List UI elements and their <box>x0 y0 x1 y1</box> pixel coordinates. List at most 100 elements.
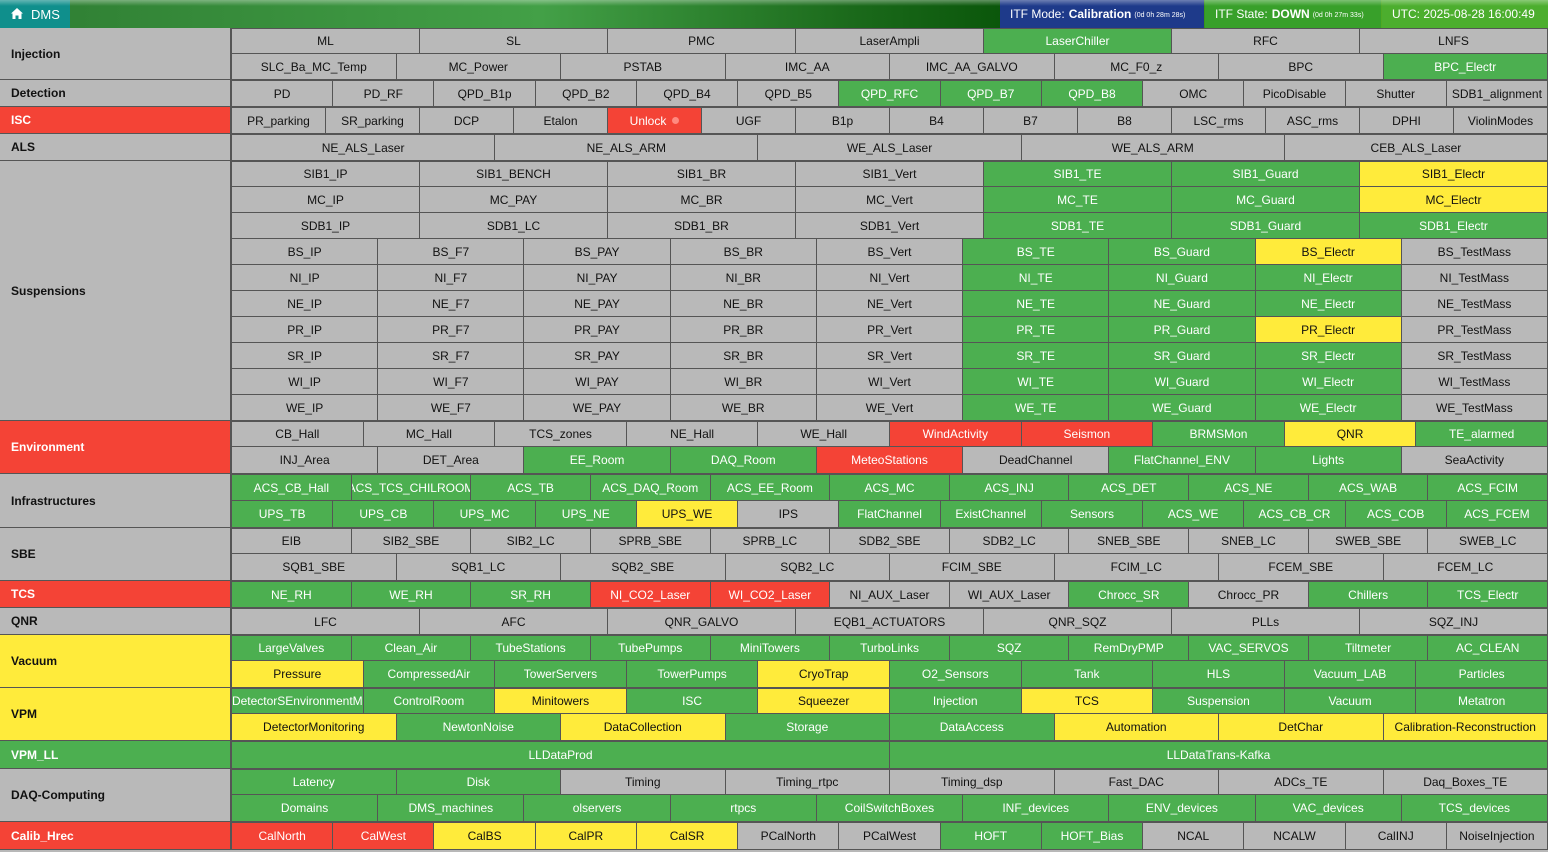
status-cell[interactable]: ML <box>231 28 420 54</box>
status-cell[interactable]: SQB2_SBE <box>561 554 726 581</box>
status-cell[interactable]: SIB2_SBE <box>351 528 472 554</box>
status-cell[interactable]: MC_TE <box>984 187 1172 213</box>
status-cell[interactable]: Sensors <box>1041 501 1144 528</box>
status-cell[interactable]: SIB1_BR <box>608 161 796 187</box>
status-cell[interactable]: NCAL <box>1143 822 1245 850</box>
status-cell[interactable]: MC_Vert <box>796 187 984 213</box>
status-cell[interactable]: ISC <box>626 688 759 714</box>
status-cell[interactable]: NI_BR <box>670 265 817 291</box>
status-cell[interactable]: LFC <box>231 608 420 635</box>
status-cell[interactable]: LLDataTrans-Kafka <box>890 741 1548 769</box>
status-cell[interactable]: B4 <box>890 107 984 134</box>
status-cell[interactable]: SR_parking <box>326 107 420 134</box>
status-cell[interactable]: Timing <box>561 769 726 795</box>
status-cell[interactable]: ACS_FCIM <box>1428 474 1548 501</box>
status-cell[interactable]: B1p <box>796 107 890 134</box>
status-cell[interactable]: SDB1_alignment <box>1446 80 1548 107</box>
status-cell[interactable]: SR_RH <box>471 581 591 608</box>
status-cell[interactable]: TowerServers <box>495 661 627 688</box>
status-cell[interactable]: UPS_NE <box>535 501 637 528</box>
status-cell[interactable]: SDB1_Vert <box>796 213 984 239</box>
status-cell[interactable]: NI_Guard <box>1109 265 1256 291</box>
status-cell[interactable]: SIB1_Guard <box>1172 161 1360 187</box>
status-cell[interactable]: TCS <box>1021 688 1154 714</box>
section-label[interactable]: DAQ-Computing <box>0 769 231 821</box>
status-cell[interactable]: WI_F7 <box>378 369 525 395</box>
status-cell[interactable]: SDB2_SBE <box>830 528 950 554</box>
status-cell[interactable]: CalWest <box>333 822 435 850</box>
status-cell[interactable]: ACS_FCEM <box>1446 501 1548 528</box>
status-cell[interactable]: Daq_Boxes_TE <box>1383 769 1548 795</box>
status-cell[interactable]: Automation <box>1054 714 1219 741</box>
status-cell[interactable]: WI_TestMass <box>1401 369 1548 395</box>
status-cell[interactable]: SIB1_Vert <box>796 161 984 187</box>
status-cell[interactable]: CalPR <box>535 822 637 850</box>
status-cell[interactable]: SR_BR <box>670 343 817 369</box>
status-cell[interactable]: DataAccess <box>890 714 1055 741</box>
status-cell[interactable]: WE_ALS_ARM <box>1021 134 1285 161</box>
section-label[interactable]: Injection <box>0 28 231 79</box>
status-cell[interactable]: UPS_MC <box>434 501 536 528</box>
status-cell[interactable]: Storage <box>725 714 890 741</box>
status-cell[interactable]: SDB1_IP <box>231 213 420 239</box>
status-cell[interactable]: CryoTrap <box>758 661 890 688</box>
status-cell[interactable]: Calibration-Reconstruction <box>1383 714 1548 741</box>
status-cell[interactable]: SIB1_Electr <box>1360 161 1548 187</box>
status-cell[interactable]: PR_Vert <box>816 317 964 343</box>
status-cell[interactable]: NE_ALS_ARM <box>495 134 759 161</box>
status-cell[interactable]: PMC <box>608 28 796 54</box>
status-cell[interactable]: EIB <box>231 528 352 554</box>
status-cell[interactable]: Chrocc_PR <box>1189 581 1309 608</box>
status-cell[interactable]: PR_parking <box>231 107 326 134</box>
status-cell[interactable]: SDB1_TE <box>984 213 1172 239</box>
status-cell[interactable]: ACS_NE <box>1189 474 1309 501</box>
status-cell[interactable]: FCEM_LC <box>1383 554 1548 581</box>
status-cell[interactable]: TCS_devices <box>1401 795 1548 822</box>
status-cell[interactable]: SLC_Ba_MC_Temp <box>231 54 397 80</box>
status-cell[interactable]: CalSR <box>636 822 739 850</box>
status-cell[interactable]: DAQ_Room <box>670 447 817 474</box>
status-cell[interactable]: NI_PAY <box>524 265 671 291</box>
status-cell[interactable]: Pressure <box>231 661 364 688</box>
section-label[interactable]: ALS <box>0 134 231 160</box>
status-cell[interactable]: SR_TE <box>963 343 1110 369</box>
status-cell[interactable]: NI_TE <box>963 265 1110 291</box>
status-cell[interactable]: BS_Guard <box>1109 239 1256 265</box>
status-cell[interactable]: Timing_rtpc <box>725 769 890 795</box>
status-cell[interactable]: SPRB_SBE <box>590 528 711 554</box>
status-cell[interactable]: DetectorSEnvironmentM <box>231 688 364 714</box>
status-cell[interactable]: SNEB_LC <box>1189 528 1309 554</box>
status-cell[interactable]: FCIM_LC <box>1054 554 1219 581</box>
section-label[interactable]: VPM <box>0 688 231 740</box>
section-label[interactable]: Detection <box>0 80 231 106</box>
status-cell[interactable]: NI_Vert <box>816 265 964 291</box>
status-cell[interactable]: INF_devices <box>963 795 1110 822</box>
status-cell[interactable]: PD_RF <box>333 80 435 107</box>
status-cell[interactable]: Squeezer <box>758 688 890 714</box>
status-cell[interactable]: TCS_zones <box>495 421 627 447</box>
status-cell[interactable]: SDB2_LC <box>949 528 1070 554</box>
status-cell[interactable]: DPHI <box>1360 107 1454 134</box>
status-cell[interactable]: DMS_machines <box>378 795 525 822</box>
status-cell[interactable]: ASC_rms <box>1266 107 1360 134</box>
status-cell[interactable]: NE_TE <box>963 291 1110 317</box>
status-cell[interactable]: ACS_INJ <box>949 474 1070 501</box>
status-cell[interactable]: ExistChannel <box>940 501 1042 528</box>
status-cell[interactable]: MC_Electr <box>1360 187 1548 213</box>
status-cell[interactable]: NE_TestMass <box>1401 291 1548 317</box>
status-cell[interactable]: CalINJ <box>1345 822 1447 850</box>
status-cell[interactable]: FCEM_SBE <box>1219 554 1384 581</box>
status-cell[interactable]: LLDataProd <box>231 741 890 769</box>
status-cell[interactable]: Tiltmeter <box>1308 635 1429 661</box>
status-cell[interactable]: PCalWest <box>839 822 941 850</box>
status-cell[interactable]: rtpcs <box>670 795 817 822</box>
status-cell[interactable]: AFC <box>420 608 608 635</box>
status-cell[interactable]: BS_Vert <box>816 239 964 265</box>
status-cell[interactable]: SWEB_SBE <box>1308 528 1429 554</box>
status-cell[interactable]: ViolinModes <box>1454 107 1548 134</box>
status-cell[interactable]: SeaActivity <box>1401 447 1548 474</box>
status-cell[interactable]: NI_CO2_Laser <box>590 581 711 608</box>
status-cell[interactable]: SR_Guard <box>1109 343 1256 369</box>
status-cell[interactable]: SIB1_BENCH <box>420 161 608 187</box>
status-cell[interactable]: WE_Hall <box>758 421 890 447</box>
